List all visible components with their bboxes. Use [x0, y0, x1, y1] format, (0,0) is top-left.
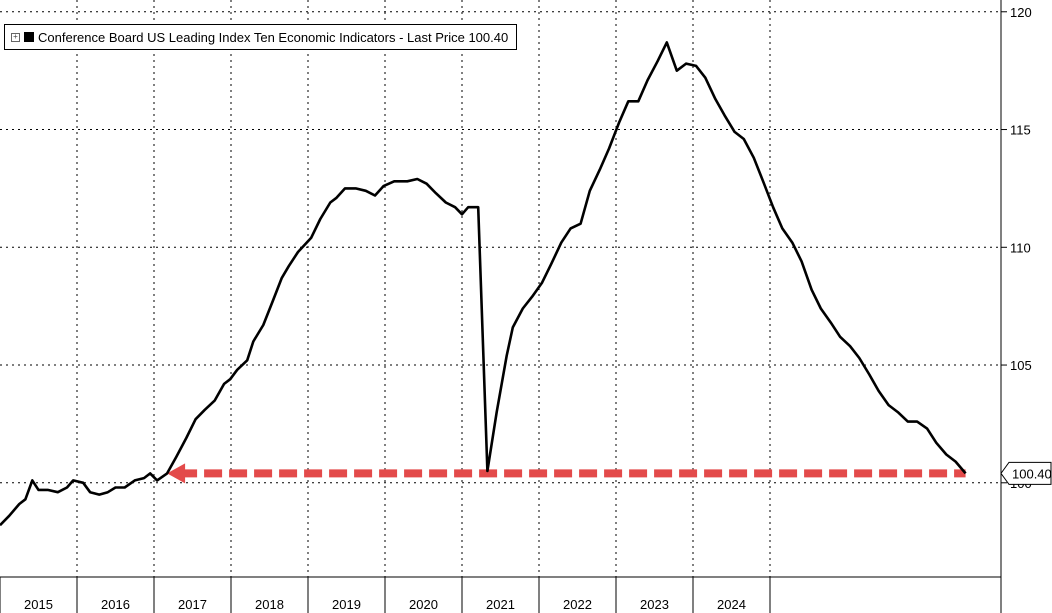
x-tick-label: 2015: [24, 597, 53, 612]
legend-label: Conference Board US Leading Index Ten Ec…: [38, 29, 509, 45]
axes: [0, 0, 1007, 613]
x-tick-label: 2016: [101, 597, 130, 612]
last-price-box: [1000, 461, 1052, 485]
reference-line: [167, 463, 966, 484]
grid-lines: [0, 0, 1001, 577]
legend-swatch: [24, 32, 34, 42]
x-tick-label: 2022: [563, 597, 592, 612]
x-tick-label: 2020: [409, 597, 438, 612]
legend-expand-icon[interactable]: +: [11, 32, 20, 42]
series-line: [0, 41, 967, 527]
x-tick-label: 2024: [717, 597, 746, 612]
last-price-label: 100.40: [1012, 466, 1052, 481]
x-tick-label: 2019: [332, 597, 361, 612]
last-price-badge: 100.40: [1000, 461, 1052, 485]
y-tick-label: 105: [1010, 358, 1032, 373]
x-tick-label: 2023: [640, 597, 669, 612]
series-group: [0, 41, 967, 527]
y-tick-label: 110: [1010, 240, 1031, 255]
tick-labels: 2015 2016 2017 2018 2019 2020 2021 2022 2023 2024…: [24, 5, 1032, 612]
x-tick-label: 2018: [255, 597, 284, 612]
x-tick-label: 2017: [178, 597, 207, 612]
arrow-left-icon: [167, 463, 186, 484]
y-tick-label: 115: [1010, 123, 1031, 138]
legend[interactable]: + Conference Board US Leading Index Ten …: [4, 24, 518, 50]
y-tick-label: 120: [1010, 5, 1032, 20]
x-tick-label: 2021: [486, 597, 515, 612]
